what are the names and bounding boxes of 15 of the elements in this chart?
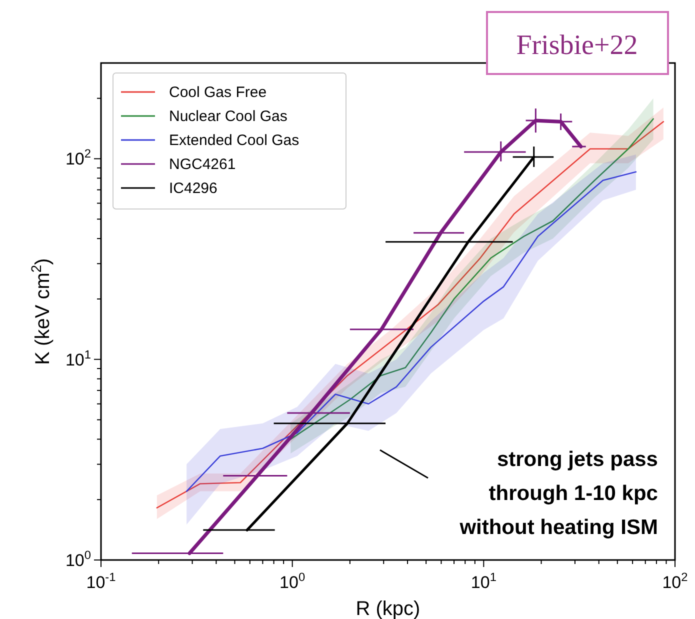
text: Frisbie+22: [516, 30, 638, 61]
legend-label: Nuclear Cool Gas: [169, 108, 288, 125]
x-tick-label: 10$^{2}$: [662, 570, 688, 592]
x-tick-label: 10$^{0}$: [280, 570, 306, 592]
y-tick-label: 10$^{1}$: [65, 347, 92, 370]
legend-label: Extended Cool Gas: [169, 132, 300, 149]
legend-label: Cool Gas Free: [169, 84, 267, 101]
y-tick-label: 10$^{0}$: [65, 548, 92, 570]
legend-label: NGC4261: [169, 156, 236, 173]
y-tick-label: 10$^{2}$: [65, 146, 92, 169]
x-axis-title: R (kpc): [356, 598, 420, 619]
x-tick-label: 10$^{-1}$: [86, 570, 116, 592]
annotation: strong jets pass through 1-10 kpc without heating ISM: [458, 448, 658, 539]
x-tick-label: 10$^{1}$: [470, 570, 497, 592]
legend-label: IC4296: [169, 180, 218, 197]
